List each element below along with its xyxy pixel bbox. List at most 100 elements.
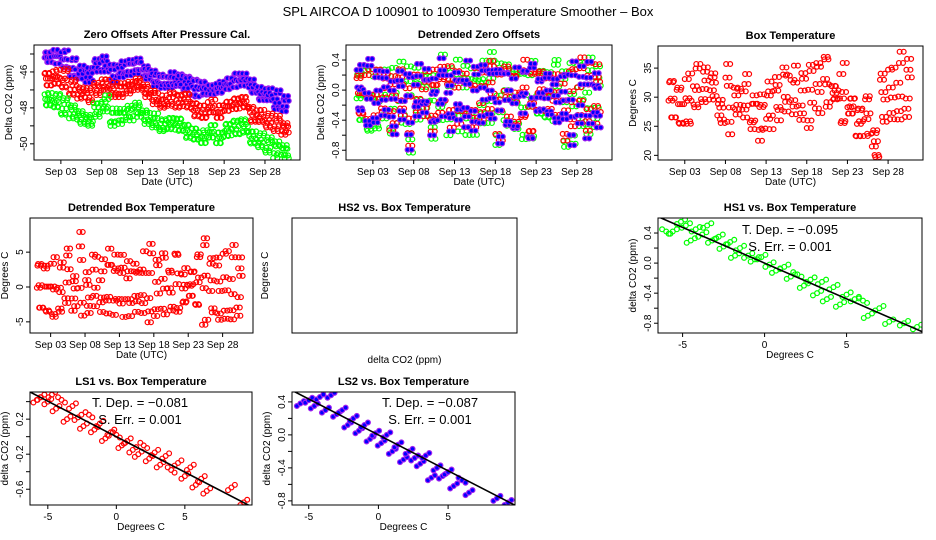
data-point xyxy=(189,100,196,107)
data-point xyxy=(92,266,99,273)
data-point xyxy=(811,105,818,112)
data-point xyxy=(279,142,286,149)
data-point xyxy=(209,287,216,294)
data-point xyxy=(139,248,146,255)
data-point xyxy=(895,93,902,100)
x-tick-label: Sep 23 xyxy=(520,167,552,178)
data-point xyxy=(735,92,742,99)
data-point xyxy=(182,91,189,98)
data-point xyxy=(801,110,808,117)
data-point xyxy=(283,108,290,115)
data-point xyxy=(907,66,914,73)
data-point xyxy=(508,497,515,504)
data-point xyxy=(178,271,185,278)
data-point xyxy=(181,265,188,272)
y-tick-label: 0.0 xyxy=(331,83,342,97)
data-point xyxy=(177,304,184,311)
data-point xyxy=(65,299,72,306)
data-point xyxy=(143,295,150,302)
data-point xyxy=(478,79,485,86)
data-point xyxy=(284,120,291,127)
data-point xyxy=(751,126,758,133)
data-point xyxy=(840,71,847,78)
data-point xyxy=(583,106,590,113)
data-point xyxy=(872,143,879,150)
data-point xyxy=(794,62,801,69)
data-point xyxy=(560,137,567,144)
data-point xyxy=(905,317,912,324)
data-point xyxy=(375,125,382,132)
data-point xyxy=(164,311,171,318)
data-point xyxy=(807,99,814,106)
data-point xyxy=(152,256,159,263)
data-point xyxy=(282,151,289,158)
data-point xyxy=(231,481,238,488)
data-point xyxy=(430,81,437,88)
data-point xyxy=(818,88,825,95)
data-point xyxy=(815,105,822,112)
x-tick-label: Sep 03 xyxy=(45,167,77,178)
data-point xyxy=(57,66,64,73)
data-point xyxy=(189,292,196,299)
data-point xyxy=(414,81,421,88)
data-point xyxy=(155,110,162,117)
data-point xyxy=(849,110,856,117)
data-point xyxy=(803,75,810,82)
data-point xyxy=(886,109,893,116)
data-point xyxy=(693,60,700,67)
data-point xyxy=(134,110,141,117)
data-point xyxy=(106,310,113,317)
data-point xyxy=(73,55,80,62)
data-point xyxy=(115,121,122,128)
x-tick-label: 5 xyxy=(445,512,451,523)
data-point xyxy=(867,110,874,117)
data-point xyxy=(744,114,751,121)
data-point xyxy=(843,89,850,96)
data-point xyxy=(723,82,730,89)
chart-title: Box Temperature xyxy=(746,30,836,42)
data-point xyxy=(393,131,400,138)
data-point xyxy=(822,81,829,88)
data-point xyxy=(145,308,152,315)
data-point xyxy=(100,308,107,315)
data-point xyxy=(53,68,60,75)
data-point xyxy=(717,119,724,126)
data-point xyxy=(78,312,85,319)
data-point xyxy=(407,131,414,138)
data-point xyxy=(868,310,875,317)
data-point xyxy=(766,126,773,133)
data-point xyxy=(188,268,195,275)
annotation: S. Err. = 0.001 xyxy=(98,412,181,427)
y-tick-label: 0.4 xyxy=(643,226,654,240)
data-point xyxy=(118,264,125,271)
data-point xyxy=(103,105,110,112)
data-point xyxy=(729,131,736,138)
data-point xyxy=(138,300,145,307)
data-point xyxy=(99,105,106,112)
data-point xyxy=(439,100,446,107)
data-point xyxy=(208,309,215,316)
data-point xyxy=(467,57,474,64)
data-point xyxy=(573,58,580,65)
data-point xyxy=(198,321,205,328)
data-point xyxy=(122,296,129,303)
data-point xyxy=(134,113,141,120)
data-point xyxy=(218,316,225,323)
data-point xyxy=(167,303,174,310)
data-point xyxy=(119,121,126,128)
data-point xyxy=(677,101,684,108)
data-point xyxy=(488,87,495,94)
data-point xyxy=(150,312,157,319)
chart-panel-2: Detrended Zero Offsets Sep 03 Sep 08 Sep 13… xyxy=(316,29,613,188)
data-point xyxy=(42,75,49,82)
data-point xyxy=(806,67,813,74)
data-point xyxy=(127,114,134,121)
x-tick-label: Sep 03 xyxy=(669,167,701,178)
data-point xyxy=(102,256,109,263)
data-point xyxy=(51,80,58,87)
data-point xyxy=(582,89,589,96)
data-point xyxy=(171,469,178,476)
data-point xyxy=(448,82,455,89)
data-point xyxy=(850,103,857,110)
data-point xyxy=(94,284,101,291)
